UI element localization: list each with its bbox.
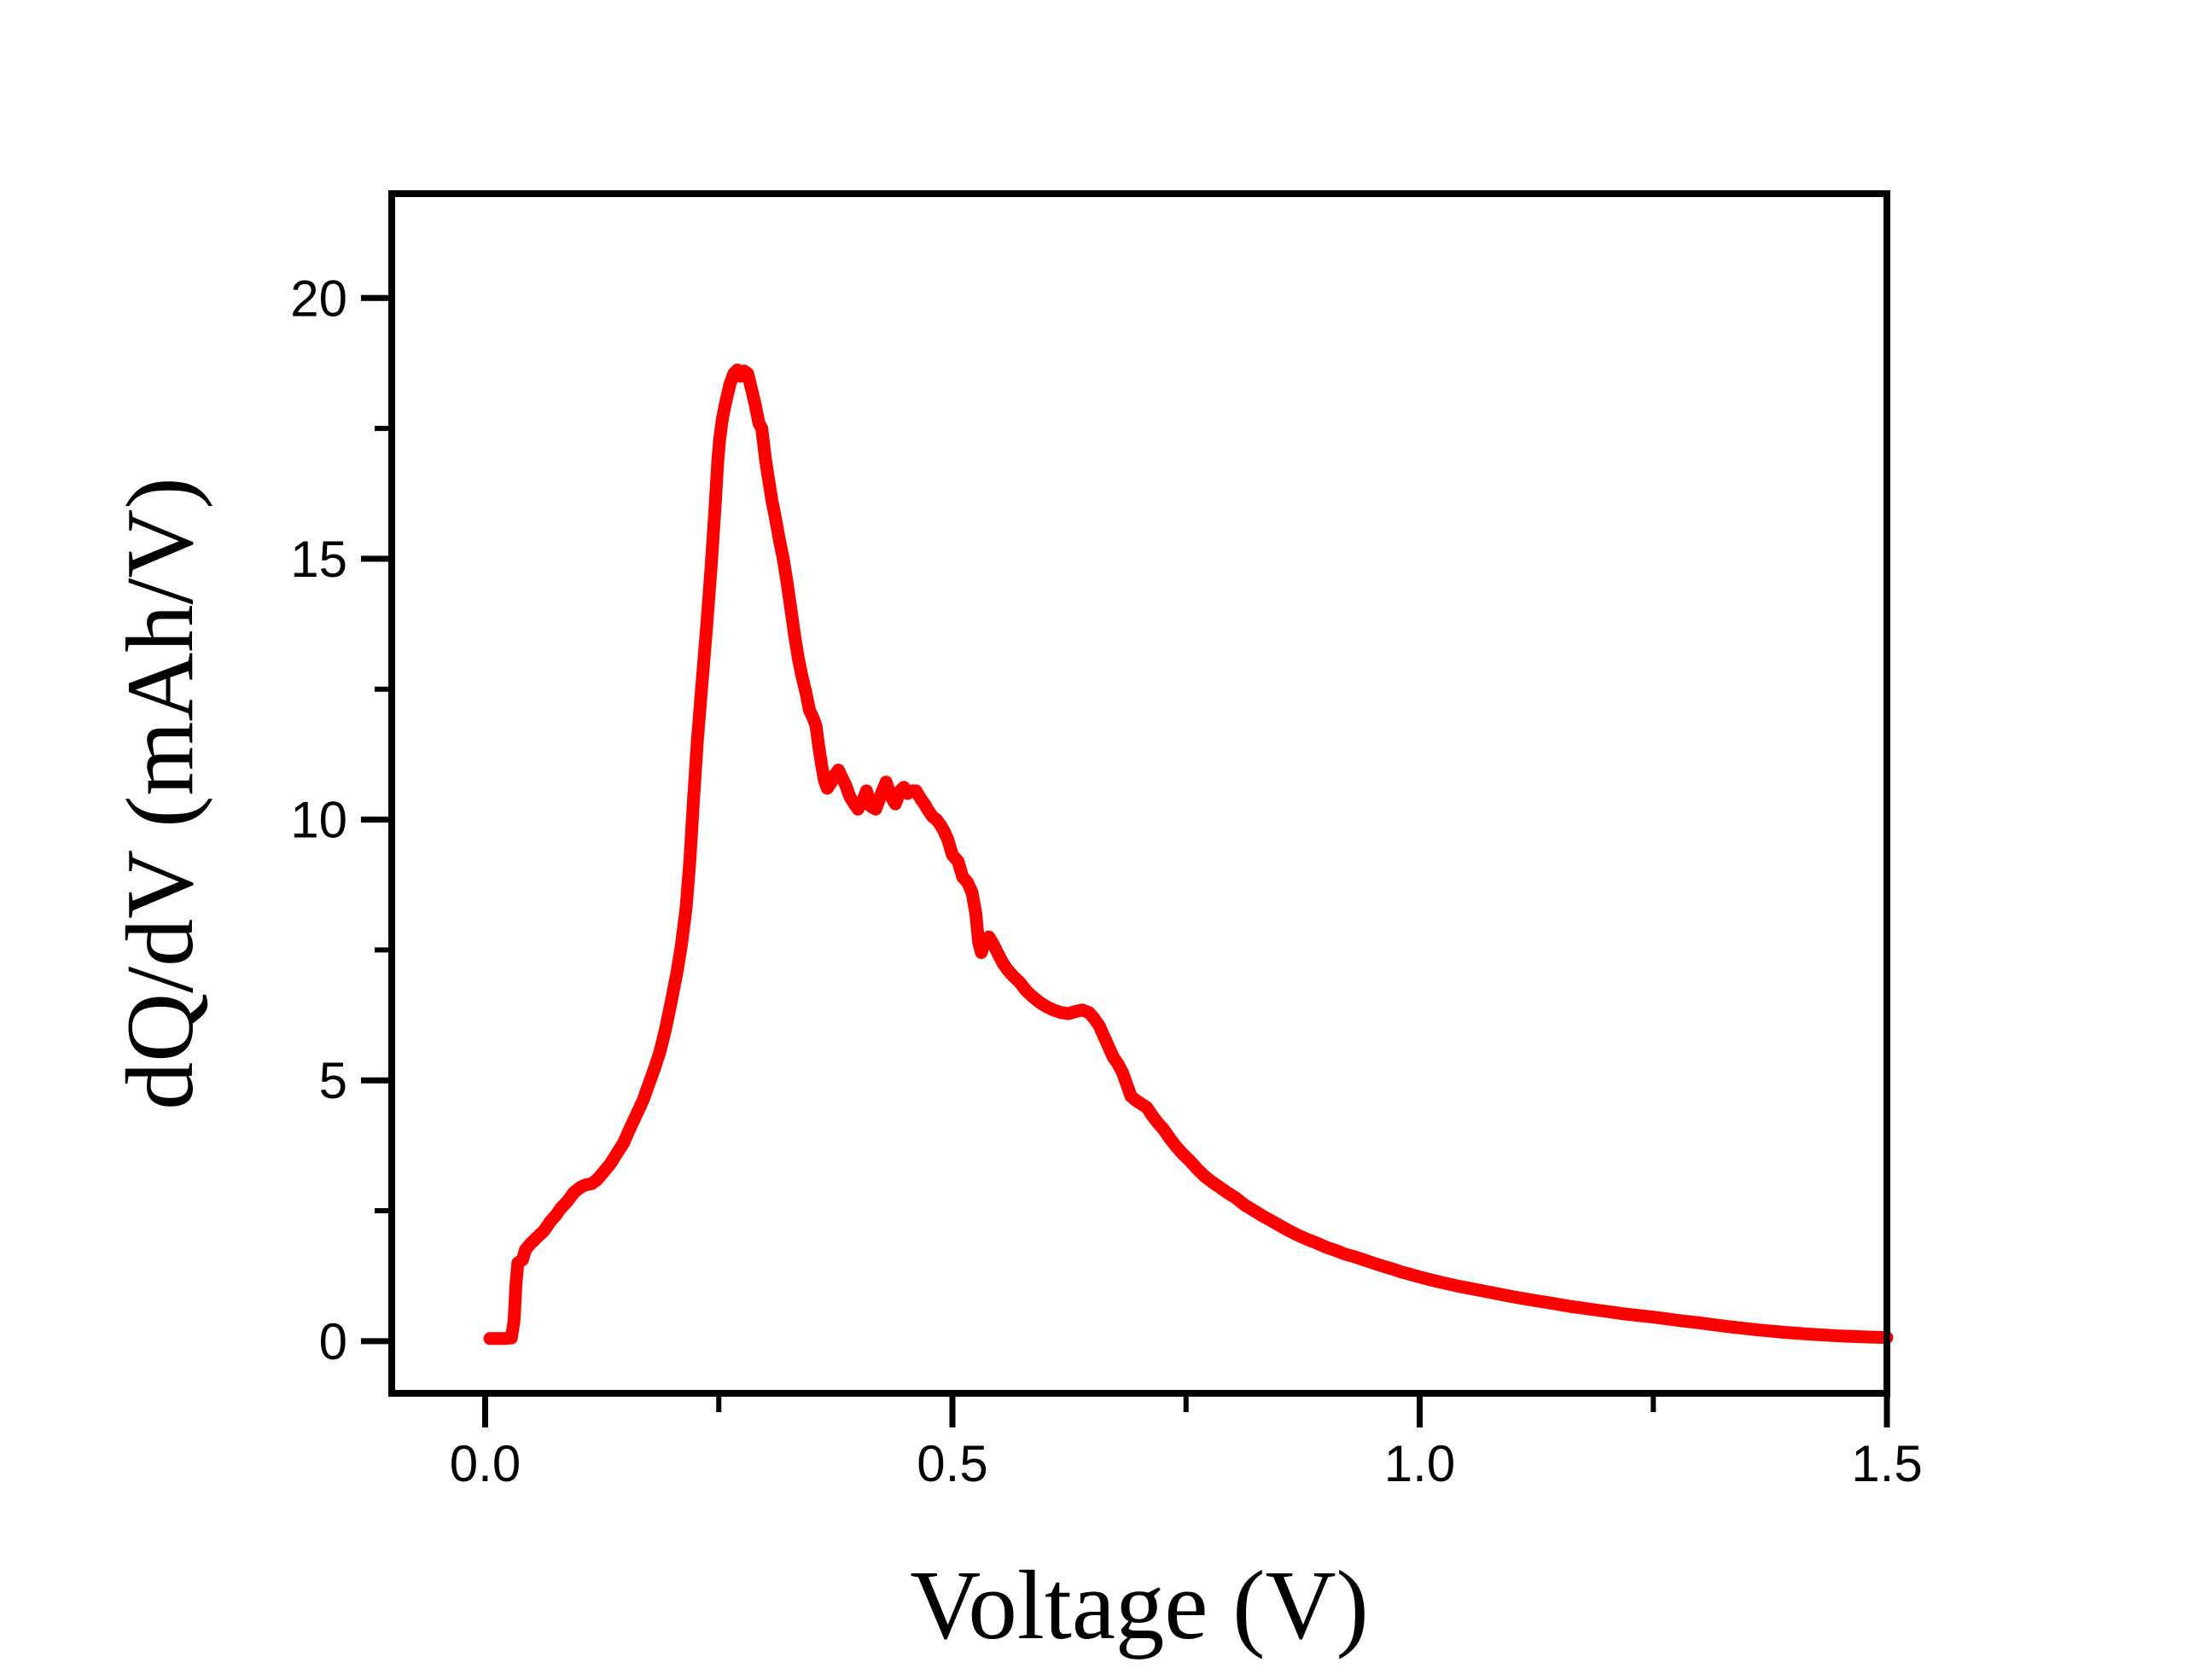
y-tick-label: 20 xyxy=(290,270,347,327)
y-tick-label: 10 xyxy=(290,792,347,849)
y-tick-label: 5 xyxy=(319,1052,347,1109)
y-tick-label: 15 xyxy=(290,531,347,588)
axis-tick-labels: 0.0 0.5 1.0 1.5 0 5 10 15 20 xyxy=(290,270,1922,1492)
y-axis-title: dQ/dV (mAh/V) xyxy=(108,477,213,1109)
plot-frame xyxy=(388,190,1890,1397)
x-tick-label: 1.5 xyxy=(1851,1435,1922,1492)
x-tick-label: 0.5 xyxy=(917,1435,987,1492)
dqdv-curve xyxy=(483,363,1894,1346)
data-line xyxy=(483,363,1894,1346)
x-tick-label: 0.0 xyxy=(450,1435,521,1492)
y-tick-label: 0 xyxy=(319,1313,347,1370)
x-tick-label: 1.0 xyxy=(1384,1435,1455,1492)
axis-ticks xyxy=(361,294,1890,1427)
x-axis-title: Voltage (V) xyxy=(910,1551,1369,1660)
